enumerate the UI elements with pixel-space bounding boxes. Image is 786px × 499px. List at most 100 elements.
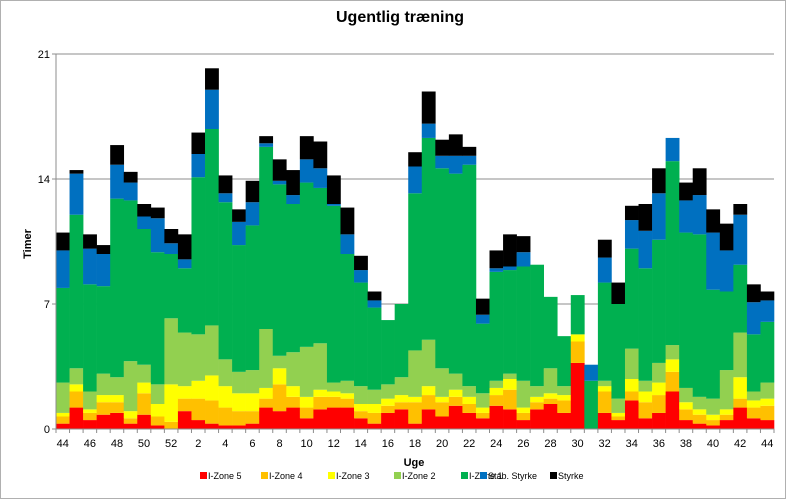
- bar-segment: [259, 329, 274, 388]
- bar-segment: [652, 193, 666, 240]
- bar-segment: [232, 411, 246, 426]
- bar-segment: [259, 387, 274, 399]
- bar-segment: [638, 418, 653, 429]
- legend-label: Styrke: [558, 471, 584, 481]
- bar-segment: [245, 370, 260, 394]
- bar-segment: [123, 361, 138, 412]
- bar-segment: [624, 205, 639, 221]
- bar-segment: [259, 136, 274, 144]
- bar-segment: [326, 407, 341, 429]
- bar-segment: [326, 391, 341, 397]
- bar-segment: [679, 420, 694, 429]
- bar-segment: [435, 155, 450, 169]
- bar-segment: [760, 382, 775, 399]
- bar-segment: [69, 384, 84, 392]
- bar-segment: [611, 304, 626, 399]
- bar-segment: [706, 420, 721, 426]
- bar-segment: [435, 139, 450, 156]
- bar-segment: [503, 389, 517, 410]
- bar-segment: [421, 386, 436, 396]
- bar-segment: [164, 421, 179, 429]
- bar-segment: [597, 239, 612, 258]
- bar-segment: [299, 136, 314, 160]
- bar-segment: [150, 425, 165, 429]
- bar-segment: [96, 395, 111, 403]
- legend-swatch: [550, 472, 557, 479]
- bar-segment: [421, 91, 436, 124]
- x-tick-label: 38: [680, 438, 692, 450]
- bar-segment: [652, 395, 666, 413]
- bar-segment: [719, 409, 734, 415]
- bar-segment: [367, 423, 382, 429]
- bar-segment: [448, 134, 463, 156]
- bar-segment: [733, 398, 748, 408]
- bar-segment: [259, 398, 274, 408]
- bar-segment: [665, 391, 680, 429]
- bar-segment: [706, 289, 721, 399]
- bar-segment: [652, 382, 666, 396]
- bar-segment: [421, 409, 436, 429]
- x-tick-labels: 44 46 48 50 52 2 4 6 8 10 12 14 16 18 20 22 24 26 28 30 32 34…: [57, 438, 774, 450]
- bar-segment: [557, 395, 572, 401]
- y-tick-label: 7: [44, 299, 50, 311]
- bar-segment: [638, 268, 653, 381]
- bar-segment: [719, 291, 734, 371]
- bar-segment: [652, 239, 666, 363]
- bar-segment: [83, 412, 97, 421]
- bar-segment: [110, 145, 125, 165]
- bar-segment: [611, 420, 626, 429]
- bar-segment: [313, 389, 328, 397]
- bar-segment: [123, 182, 138, 201]
- bar-segment: [218, 175, 233, 194]
- bar-segment: [340, 254, 355, 381]
- bar-segment: [624, 220, 639, 249]
- bar-segment: [245, 393, 260, 412]
- bar-segment: [638, 204, 653, 231]
- bar-segment: [123, 171, 138, 183]
- bar-segment: [746, 334, 761, 392]
- bar-segment: [652, 412, 666, 429]
- bar-segment: [503, 409, 517, 429]
- bar-segment: [177, 268, 192, 333]
- bar-segment: [665, 137, 680, 162]
- bar-segment: [245, 411, 260, 424]
- bar-segment: [232, 209, 246, 222]
- bar-segment: [475, 418, 490, 429]
- bar-segment: [692, 195, 707, 235]
- bar-segment: [205, 129, 219, 326]
- bar-segment: [394, 409, 409, 429]
- bar-segment: [530, 402, 544, 410]
- bar-segment: [83, 409, 97, 413]
- bar-segment: [570, 334, 585, 342]
- bar-segment: [313, 396, 328, 410]
- bar-segment: [746, 391, 761, 401]
- bar-segment: [679, 402, 694, 410]
- bar-segment: [421, 339, 436, 387]
- bar-segment: [56, 382, 70, 413]
- bar-segment: [354, 411, 368, 419]
- bar-segment: [611, 282, 626, 304]
- bar-segment: [340, 234, 355, 254]
- legend-swatch: [394, 472, 401, 479]
- bar-segment: [299, 396, 314, 408]
- bar-segment: [299, 407, 314, 419]
- bar-segment: [448, 396, 463, 406]
- bar-segment: [706, 414, 721, 421]
- bar-segment: [408, 152, 423, 167]
- y-tick-labels: 0 7 14 21: [38, 49, 50, 436]
- bar-segment: [408, 423, 423, 429]
- bar-segment: [205, 375, 219, 401]
- legend-swatch: [461, 472, 468, 479]
- bar-segment: [692, 414, 707, 424]
- bar-segment: [381, 405, 395, 413]
- bar-segment: [719, 370, 734, 410]
- bar-segment: [83, 420, 97, 429]
- bar-segment: [408, 350, 423, 397]
- bar-segment: [286, 170, 301, 196]
- x-tick-label: 4: [222, 438, 228, 450]
- bar-segment: [137, 364, 152, 383]
- bar-segment: [164, 318, 179, 385]
- bar-segment: [475, 412, 490, 419]
- bar-segment: [272, 384, 287, 412]
- bar-segment: [96, 414, 111, 429]
